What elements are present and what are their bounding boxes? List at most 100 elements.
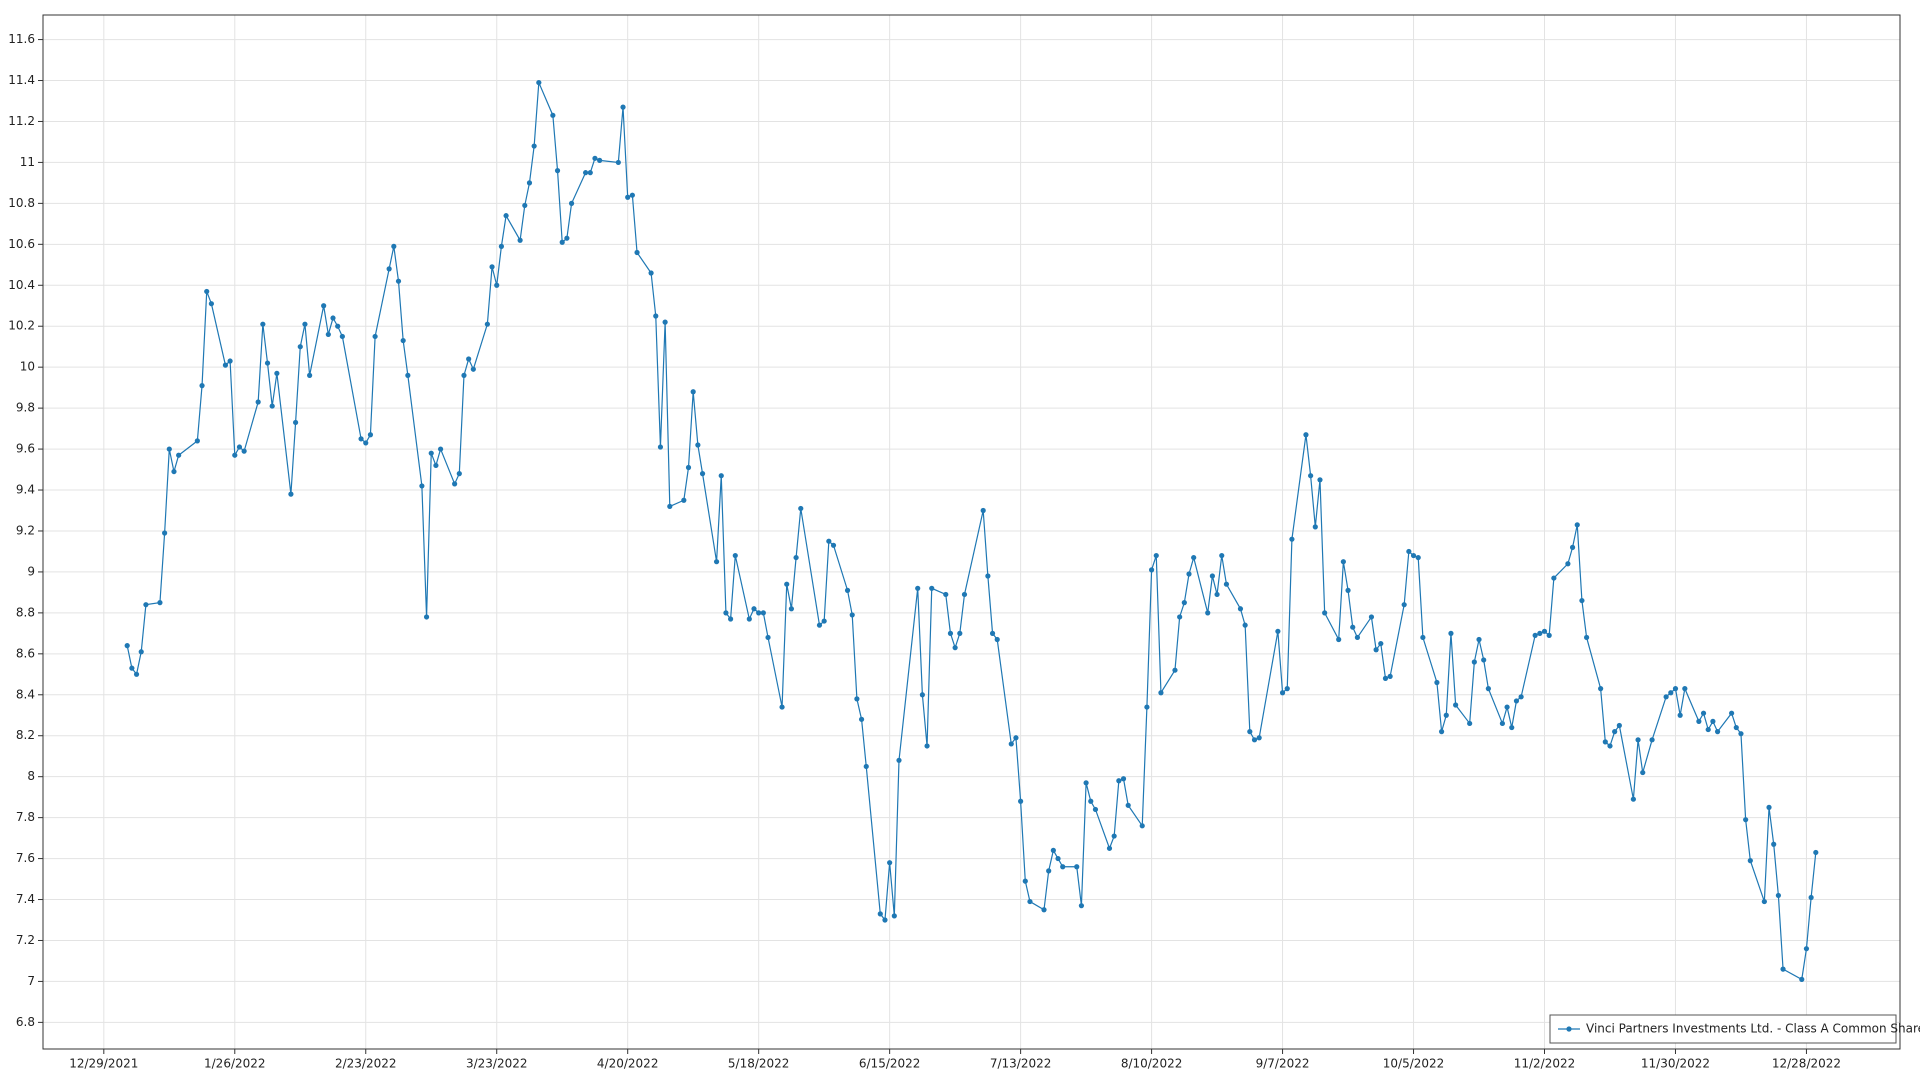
grid xyxy=(43,15,1900,1049)
data-point xyxy=(1738,731,1744,737)
data-point xyxy=(896,757,902,763)
data-point xyxy=(1710,718,1716,724)
data-point xyxy=(1476,636,1482,643)
data-point xyxy=(1448,630,1454,636)
data-point xyxy=(681,497,687,503)
data-point xyxy=(648,270,654,276)
data-point xyxy=(433,462,439,469)
x-tick-label: 6/15/2022 xyxy=(859,1057,921,1071)
data-point xyxy=(269,403,275,409)
data-point xyxy=(1616,722,1622,729)
data-point xyxy=(489,264,495,270)
y-tick-label: 9 xyxy=(27,564,35,578)
data-point xyxy=(615,159,621,166)
x-tick-label: 11/2/2022 xyxy=(1514,1057,1576,1071)
data-point xyxy=(554,168,561,174)
data-point xyxy=(1378,640,1384,647)
data-point xyxy=(662,319,668,325)
data-point xyxy=(484,321,490,327)
data-point xyxy=(1148,567,1155,573)
data-point xyxy=(1308,473,1314,479)
y-tick-label: 11.4 xyxy=(8,73,35,87)
data-point xyxy=(1602,739,1608,745)
y-tick-label: 8 xyxy=(27,769,35,783)
data-point xyxy=(1340,559,1346,565)
y-tick-label: 8.2 xyxy=(16,728,35,742)
data-point xyxy=(582,170,589,176)
data-point xyxy=(1373,647,1379,653)
data-point xyxy=(302,321,308,327)
data-point xyxy=(517,237,523,243)
data-point xyxy=(307,372,313,378)
data-point xyxy=(1780,966,1786,972)
data-point xyxy=(1177,614,1183,620)
data-point xyxy=(1046,868,1052,874)
data-point xyxy=(1013,735,1019,741)
data-point xyxy=(274,370,280,376)
data-point xyxy=(784,581,790,587)
data-point xyxy=(1453,702,1459,708)
x-tick-label: 2/23/2022 xyxy=(335,1057,397,1071)
y-tick-label: 9.8 xyxy=(16,401,35,415)
data-point xyxy=(1668,690,1674,696)
data-point xyxy=(1336,636,1342,643)
data-point xyxy=(1172,667,1178,673)
y-tick-label: 11.2 xyxy=(8,114,35,128)
y-tick-label: 10.6 xyxy=(8,237,35,251)
data-point xyxy=(1186,571,1192,577)
data-point xyxy=(208,301,214,307)
y-tick-label: 10.2 xyxy=(8,319,35,333)
data-point xyxy=(1050,847,1056,853)
data-point xyxy=(1607,743,1613,749)
data-point xyxy=(1092,806,1099,813)
data-point xyxy=(456,471,462,477)
y-tick-label: 9.6 xyxy=(16,442,35,456)
data-point xyxy=(1144,704,1150,710)
data-point xyxy=(1312,524,1318,530)
data-point xyxy=(1541,628,1548,634)
data-point xyxy=(1672,686,1679,692)
legend-label: Vinci Partners Investments Ltd. - Class … xyxy=(1586,1022,1920,1036)
data-point xyxy=(1205,610,1211,616)
x-tick-label: 1/26/2022 xyxy=(204,1057,266,1071)
data-point xyxy=(1256,735,1262,741)
data-point xyxy=(428,450,434,456)
data-point xyxy=(826,538,832,544)
data-point xyxy=(292,419,299,426)
data-point xyxy=(1663,694,1669,700)
data-point xyxy=(816,622,823,628)
data-point xyxy=(559,239,565,245)
data-point xyxy=(1761,898,1767,905)
data-point xyxy=(522,202,528,209)
data-point xyxy=(227,358,233,364)
x-tick-label: 10/5/2022 xyxy=(1383,1057,1445,1071)
data-point xyxy=(751,606,757,612)
data-point xyxy=(1696,718,1702,724)
data-point xyxy=(597,157,603,163)
data-point xyxy=(466,356,472,362)
data-point xyxy=(1289,536,1295,542)
data-point xyxy=(667,503,673,510)
data-point xyxy=(260,321,266,327)
data-point xyxy=(1247,729,1253,735)
data-point xyxy=(592,155,598,161)
data-point xyxy=(339,333,345,340)
y-tick-label: 6.8 xyxy=(16,1015,35,1029)
data-point xyxy=(756,610,762,616)
data-point xyxy=(1677,712,1683,718)
data-point xyxy=(199,383,205,389)
data-point xyxy=(882,917,888,923)
y-tick-label: 7 xyxy=(27,974,35,988)
data-point xyxy=(1420,634,1426,641)
data-point xyxy=(1574,522,1580,528)
data-point xyxy=(1209,573,1215,579)
data-point xyxy=(531,143,537,149)
data-point xyxy=(985,573,991,579)
data-point xyxy=(503,213,509,219)
data-point xyxy=(625,194,631,200)
data-point xyxy=(335,323,341,329)
data-point xyxy=(1700,710,1707,716)
data-point xyxy=(1799,976,1805,982)
data-point xyxy=(176,452,182,458)
